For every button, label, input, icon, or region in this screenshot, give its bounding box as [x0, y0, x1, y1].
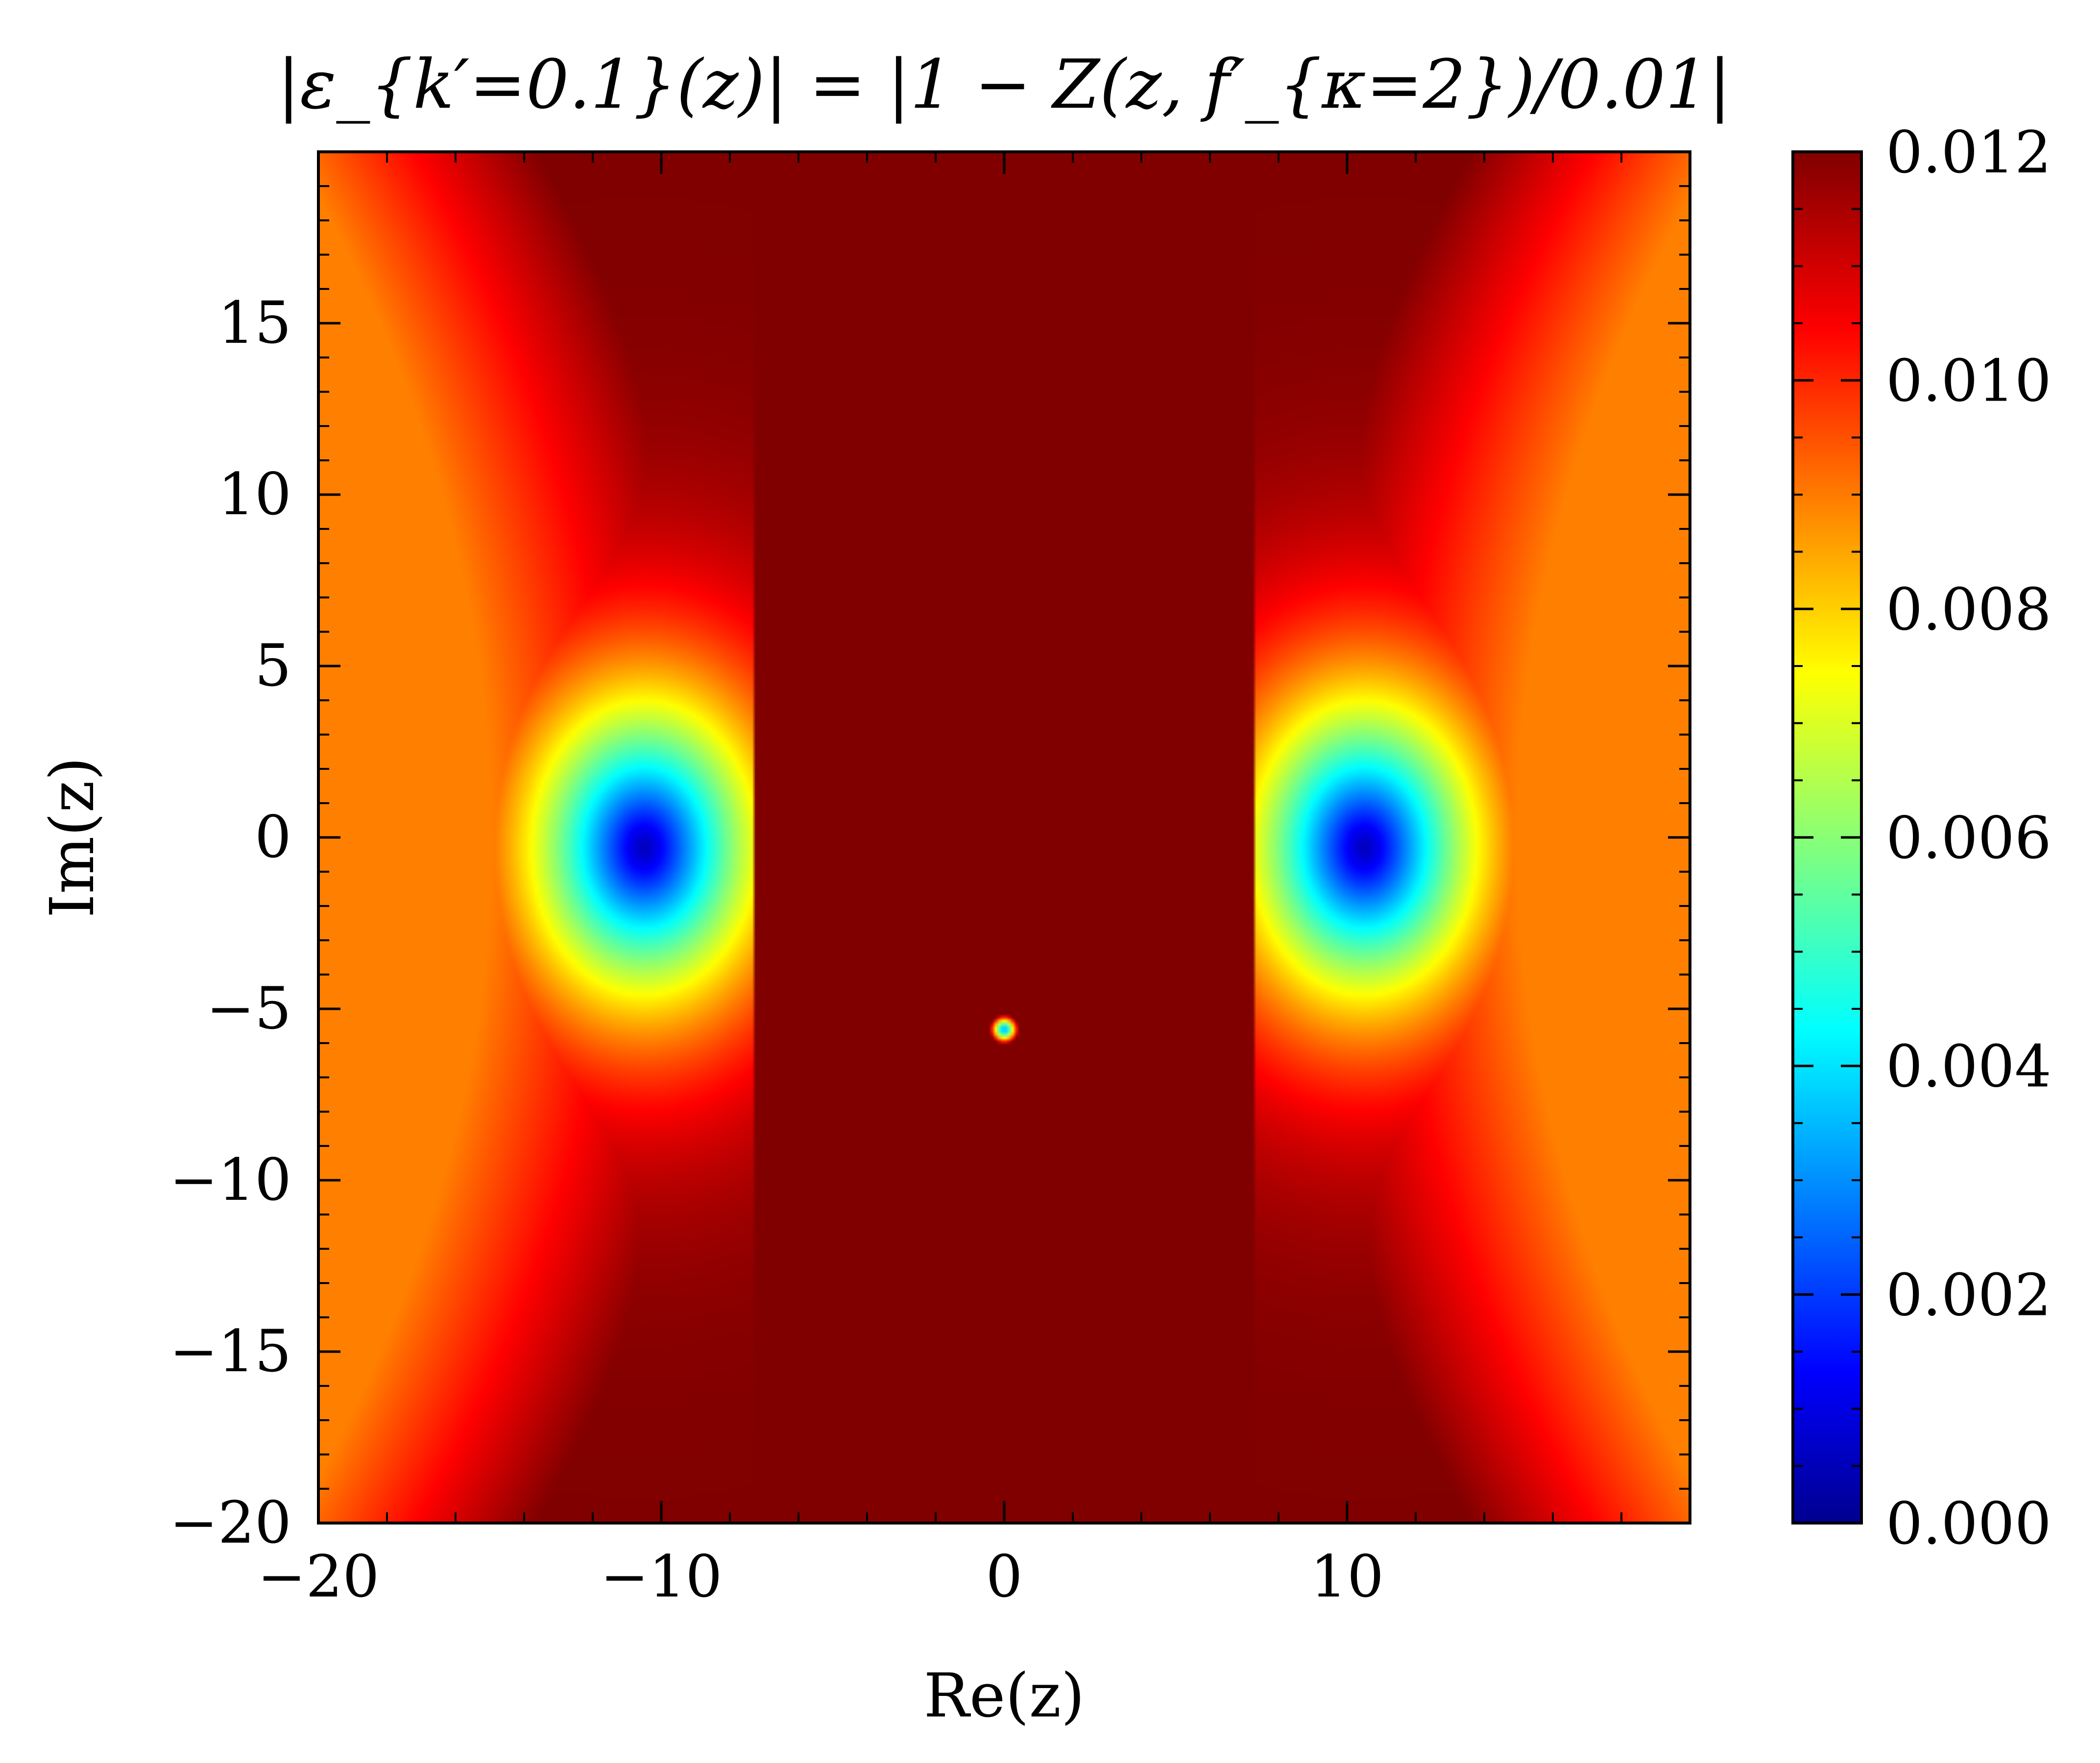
- colorbar-tick-label: 0.002: [1886, 1261, 2052, 1329]
- x-axis-label: Re(z): [924, 1661, 1085, 1731]
- heatmap-raster: [318, 152, 1690, 1523]
- y-tick-label: −5: [206, 975, 291, 1042]
- x-tick-label: 0: [986, 1543, 1022, 1610]
- x-tick-label: −10: [600, 1543, 722, 1610]
- colorbar-tick-label: 0.010: [1886, 347, 2052, 415]
- colorbar-tick-label: 0.012: [1886, 119, 2052, 186]
- y-tick-label: 5: [255, 632, 291, 699]
- colorbar-axis: 0.000 0.002 0.004 0.006 0.008 0.010 0.012: [1793, 119, 2052, 1557]
- heatmap-image: [318, 152, 1690, 1523]
- y-tick-label: 0: [255, 803, 291, 871]
- x-tick-label: −20: [257, 1543, 379, 1610]
- y-tick-label: −20: [169, 1489, 291, 1556]
- y-tick-label: 15: [218, 289, 291, 357]
- colorbar-tick-label: 0.000: [1886, 1490, 2052, 1557]
- x-tick-label: 10: [1310, 1543, 1384, 1610]
- colorbar-tick-label: 0.004: [1886, 1033, 2052, 1100]
- y-tick-label: 10: [218, 460, 291, 528]
- colorbar-tick-label: 0.006: [1886, 804, 2052, 872]
- y-tick-label: −15: [169, 1317, 291, 1385]
- chart-title: |ε_{k′=0.1}(z)| = |1 − Z(z, f′_{κ=2})/0.…: [277, 45, 1731, 124]
- colorbar-tick-label: 0.008: [1886, 575, 2052, 643]
- y-axis: −20 −15 −10 −5 0 5 10 15: [169, 151, 1690, 1556]
- y-tick-label: −10: [169, 1146, 291, 1214]
- x-axis: −20 −10 0 10: [257, 152, 1691, 1610]
- y-axis-label: Im(z): [37, 757, 108, 918]
